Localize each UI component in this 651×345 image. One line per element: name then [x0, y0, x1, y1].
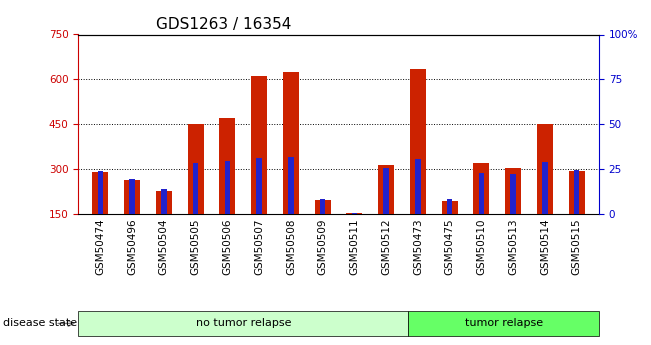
Bar [505, 168, 521, 214]
Bar [378, 165, 394, 214]
Bar [346, 213, 363, 214]
Bar [219, 118, 235, 214]
Bar [130, 179, 135, 214]
Text: no tumor relapse: no tumor relapse [195, 318, 291, 328]
Text: GDS1263 / 16354: GDS1263 / 16354 [156, 17, 292, 32]
Bar [510, 175, 516, 214]
Bar [383, 168, 389, 214]
Bar [478, 172, 484, 214]
Bar [225, 161, 230, 214]
Bar [251, 76, 267, 214]
Bar [442, 201, 458, 214]
Bar [92, 172, 108, 214]
Bar [283, 72, 299, 214]
Bar [187, 124, 204, 214]
Bar [569, 170, 585, 214]
Text: tumor relapse: tumor relapse [465, 318, 543, 328]
Bar [320, 199, 326, 214]
Bar [124, 180, 140, 214]
Bar [161, 189, 167, 214]
Bar [447, 199, 452, 214]
Bar [193, 163, 199, 214]
Bar [415, 159, 421, 214]
Bar [473, 163, 490, 214]
Bar [537, 124, 553, 214]
Bar [542, 162, 547, 214]
Bar [314, 200, 331, 214]
Bar [156, 190, 172, 214]
Bar [288, 157, 294, 214]
Bar [98, 171, 103, 214]
Bar [352, 213, 357, 214]
Bar [256, 158, 262, 214]
Bar [574, 170, 579, 214]
Text: disease state: disease state [3, 318, 77, 328]
Bar [410, 69, 426, 214]
